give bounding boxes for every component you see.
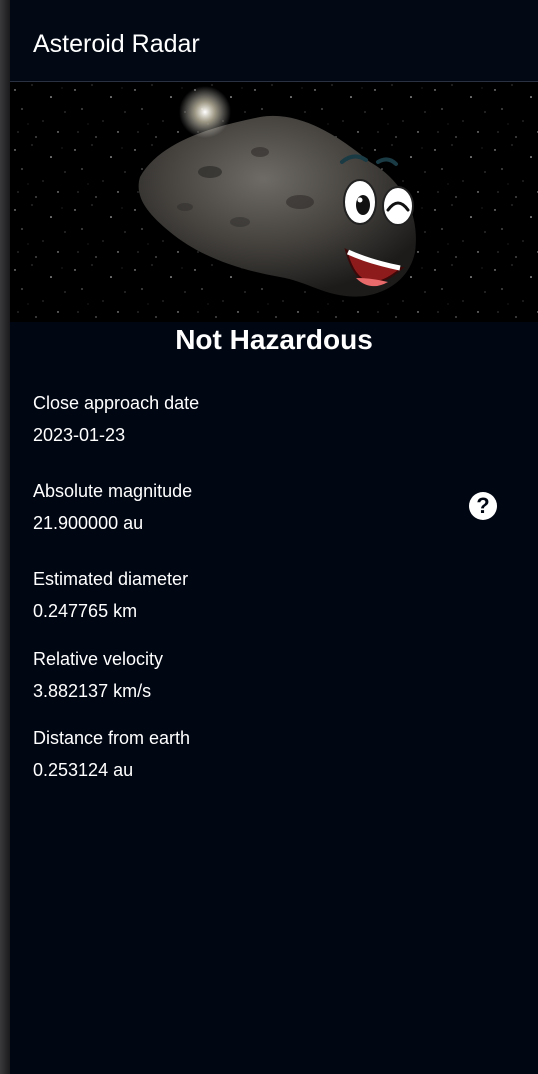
app-bar: Asteroid Radar — [10, 0, 538, 82]
estimated-diameter-field: Estimated diameter 0.247765 km — [33, 568, 188, 622]
asteroid-detail-screen: Asteroid Radar — [10, 0, 538, 1074]
distance-from-earth-value: 0.253124 au — [33, 760, 134, 780]
estimated-diameter-value: 0.247765 km — [33, 601, 138, 621]
absolute-magnitude-field: Absolute magnitude 21.900000 au — [33, 480, 192, 534]
asteroid-hero-image — [10, 82, 538, 322]
distance-from-earth-field: Distance from earth 0.253124 au — [33, 727, 190, 781]
relative-velocity-label: Relative velocity — [33, 649, 164, 669]
close-approach-date-value: 2023-01-23 — [33, 425, 126, 445]
absolute-magnitude-value: 21.900000 au — [33, 513, 144, 533]
hazard-status: Not Hazardous — [175, 324, 373, 355]
absolute-magnitude-label: Absolute magnitude — [33, 481, 193, 501]
help-circle-icon[interactable]: ? — [469, 492, 497, 520]
relative-velocity-value: 3.882137 km/s — [33, 681, 152, 701]
close-approach-date-field: Close approach date 2023-01-23 — [33, 392, 199, 446]
estimated-diameter-label: Estimated diameter — [33, 569, 189, 589]
happy-asteroid-icon — [10, 82, 538, 322]
distance-from-earth-label: Distance from earth — [33, 728, 191, 748]
close-approach-date-label: Close approach date — [33, 393, 200, 413]
app-title: Asteroid Radar — [33, 30, 200, 58]
device-left-edge — [0, 0, 10, 1074]
relative-velocity-field: Relative velocity 3.882137 km/s — [33, 648, 163, 702]
